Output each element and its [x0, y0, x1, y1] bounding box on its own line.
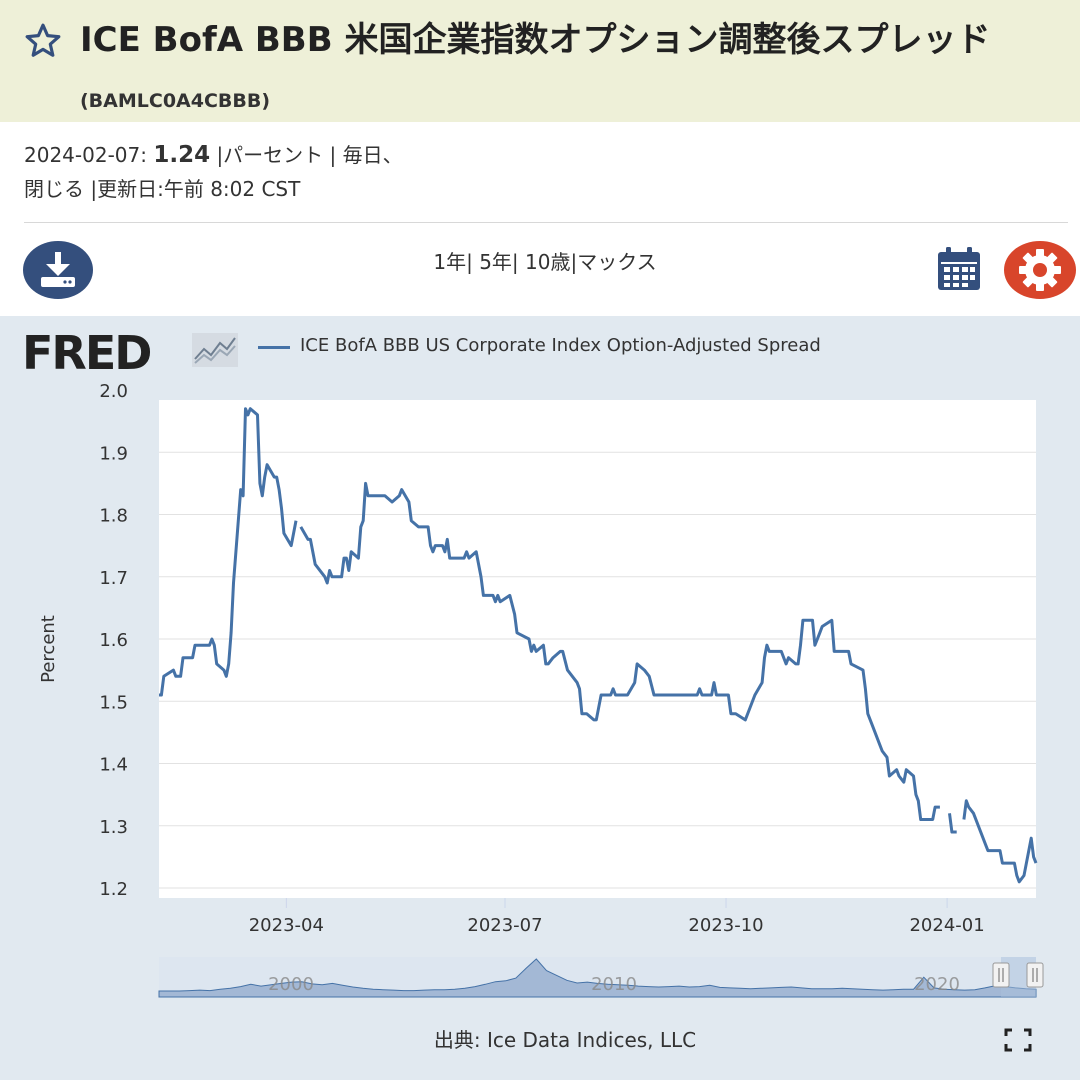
meta-line-1: 2024-02-07: 1.24 |パーセント | 毎日、	[24, 138, 403, 172]
y-tick-label: 1.9	[99, 443, 128, 464]
y-axis-ticks: 2.0 1.9 1.8 1.7 1.6 1.5 1.4 1.3 1.2	[99, 381, 128, 900]
units-frequency: |パーセント | 毎日、	[216, 143, 403, 167]
series-line	[159, 407, 298, 697]
gear-icon	[1004, 241, 1076, 299]
series-id: (BAMLC0A4CBBB)	[80, 90, 271, 112]
series-meta: 2024-02-07: 1.24 |パーセント | 毎日、 閉じる |更新日:午…	[24, 138, 403, 206]
fullscreen-icon[interactable]	[1004, 1028, 1032, 1052]
range-1y[interactable]: 1年	[433, 250, 467, 274]
legend-swatch	[258, 346, 290, 349]
range-10y[interactable]: 10歳	[525, 250, 571, 274]
y-tick-label: 1.3	[99, 817, 128, 838]
x-tick-label: 2023-07	[467, 915, 542, 936]
observation-date: 2024-02-07:	[24, 143, 147, 167]
y-tick-label: 2.0	[99, 381, 128, 402]
page-title: ICE BofA BBB 米国企業指数オプション調整後スプレッド (BAMLC0A…	[80, 12, 1060, 129]
series-line	[962, 799, 1038, 884]
navigator-handle[interactable]	[992, 962, 1010, 988]
gridlines	[159, 451, 1036, 889]
fred-logo: FRED	[22, 326, 152, 380]
range-separator: |	[511, 250, 519, 274]
range-selector: 1年| 5年| 10歳|マックス	[0, 246, 1080, 275]
navigator-label: 2010	[591, 974, 637, 995]
calendar-button[interactable]	[936, 246, 982, 292]
navigator-label: 2020	[914, 974, 960, 995]
navigator-handle[interactable]	[1026, 962, 1044, 988]
settings-button[interactable]	[1004, 241, 1076, 299]
y-tick-label: 1.6	[99, 630, 128, 651]
x-tick-label: 2023-04	[249, 915, 324, 936]
title-bar: ICE BofA BBB 米国企業指数オプション調整後スプレッド (BAMLC0A…	[0, 0, 1080, 122]
download-button[interactable]	[23, 241, 93, 299]
navigator-series	[158, 958, 1037, 998]
range-separator: |	[466, 250, 473, 274]
calendar-icon	[938, 247, 980, 290]
series-line	[299, 481, 940, 821]
legend-series-label: ICE BofA BBB US Corporate Index Option-A…	[300, 335, 821, 356]
range-max[interactable]: マックス	[577, 250, 657, 274]
x-axis-ticks: 2023-04 2023-07 2023-10 2024-01	[249, 898, 985, 936]
observation-value: 1.24	[153, 142, 211, 168]
download-icon	[41, 252, 75, 287]
navigator-label: 2000	[268, 974, 314, 995]
y-axis-label: Percent	[38, 615, 59, 683]
plot-area	[159, 400, 1036, 898]
series-line	[948, 813, 957, 834]
x-tick-label: 2024-01	[909, 915, 984, 936]
source-note: 出典: Ice Data Indices, LLC	[433, 1028, 697, 1052]
series-title: ICE BofA BBB 米国企業指数オプション調整後スプレッド	[80, 20, 991, 60]
divider	[24, 222, 1068, 223]
star-icon[interactable]	[24, 22, 62, 60]
y-tick-label: 1.7	[99, 568, 128, 589]
x-tick-label: 2023-10	[688, 915, 763, 936]
range-5y[interactable]: 5年	[479, 250, 512, 274]
y-tick-label: 1.4	[99, 755, 128, 776]
y-tick-label: 1.2	[99, 879, 128, 900]
series-line-group	[159, 407, 1038, 884]
fred-chart-icon	[192, 333, 238, 367]
y-tick-label: 1.5	[99, 692, 128, 713]
range-separator: |	[570, 250, 578, 274]
meta-line-2: 閉じる |更新日:午前 8:02 CST	[24, 177, 301, 201]
range-navigator: 2000 2010 2020	[158, 957, 1044, 998]
y-tick-label: 1.8	[99, 506, 128, 527]
